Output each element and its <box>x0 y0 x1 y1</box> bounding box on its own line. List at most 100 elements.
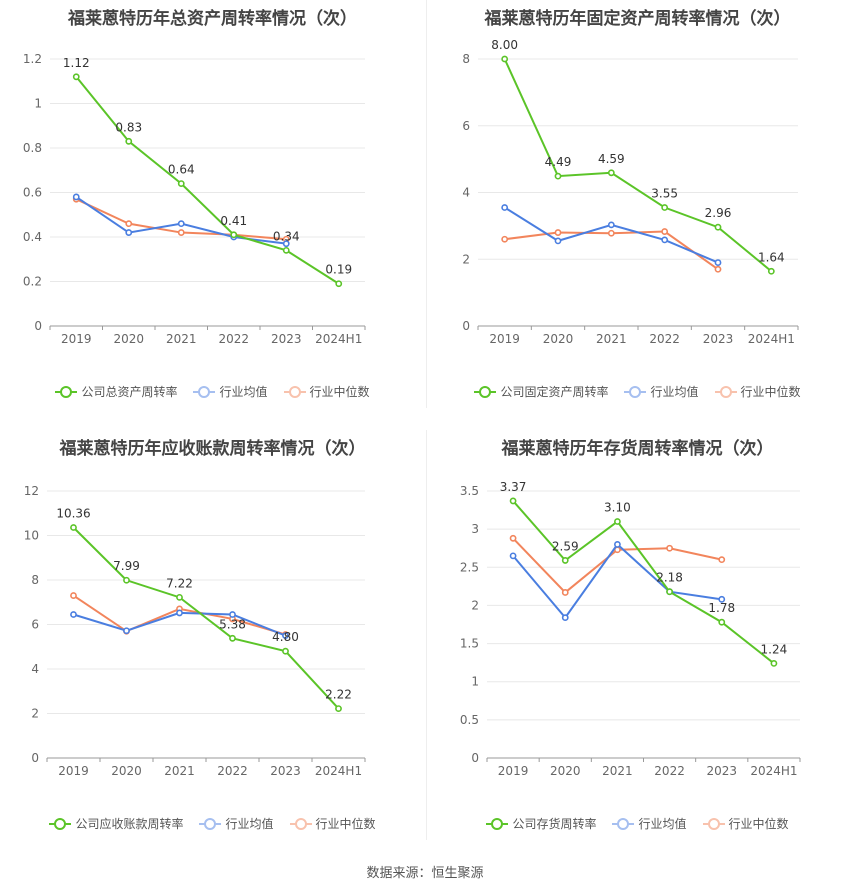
y-tick-label: 1 <box>34 97 42 111</box>
y-tick-label: 4 <box>462 186 470 200</box>
y-tick-label: 1.5 <box>460 637 479 651</box>
data-label: 0.83 <box>115 120 142 134</box>
legend-item-company[interactable]: 公司存货周转率 <box>486 815 596 832</box>
data-point <box>335 705 342 713</box>
data-label: 8.00 <box>491 38 518 52</box>
y-tick-label: 0.5 <box>460 713 479 727</box>
data-point <box>561 614 569 622</box>
data-label: 4.80 <box>272 630 299 644</box>
legend-line-icon <box>193 385 216 398</box>
data-point <box>282 246 290 254</box>
legend-label: 行业中位数 <box>728 817 789 831</box>
data-label: 1.12 <box>63 56 90 70</box>
data-point <box>661 204 669 211</box>
chart-legend: 公司总资产周转率 行业均值 行业中位数 <box>0 383 425 400</box>
legend-line-icon <box>199 817 222 830</box>
y-tick-label: 2 <box>31 707 39 721</box>
data-point <box>177 229 185 236</box>
data-label: 0.19 <box>325 263 352 277</box>
data-point <box>714 259 722 266</box>
legend-item-industry-avg[interactable]: 行业均值 <box>624 383 699 400</box>
legend-item-industry-avg[interactable]: 行业均值 <box>199 815 274 832</box>
x-tick-label: 2019 <box>489 332 520 346</box>
data-point <box>501 204 509 211</box>
series-line <box>503 58 772 273</box>
legend-line-icon <box>714 385 737 398</box>
data-point <box>282 647 289 655</box>
legend-item-industry-median[interactable]: 行业中位数 <box>714 383 801 400</box>
legend-item-industry-median[interactable]: 行业中位数 <box>289 815 376 832</box>
y-tick-label: 0 <box>34 319 42 333</box>
chart-legend: 公司固定资产周转率 行业均值 行业中位数 <box>425 383 850 400</box>
y-tick-label: 2.5 <box>460 560 479 574</box>
data-point <box>335 280 343 288</box>
data-label: 5.38 <box>219 617 246 631</box>
chart-legend: 公司应收账款周转率 行业均值 行业中位数 <box>0 815 425 832</box>
chart-fixed-asset-turnover: 福莱蒽特历年固定资产周转率情况（次） 0 2 4 6 8 2019 2020 2021 2022… <box>425 0 850 410</box>
chart-receivables-turnover: 福莱蒽特历年应收账款周转率情况（次） 0 2 4 6 8 10 12 2019 2020 2021… <box>0 430 425 840</box>
legend-label: 行业中位数 <box>315 817 376 831</box>
legend-label: 公司总资产周转率 <box>81 385 178 399</box>
legend-item-industry-avg[interactable]: 行业均值 <box>193 383 268 400</box>
x-tick-label: 2024H1 <box>315 764 362 778</box>
data-point <box>767 267 775 275</box>
x-tick-label: 2020 <box>111 764 142 778</box>
legend-label: 行业中位数 <box>740 385 801 399</box>
legend-item-industry-median[interactable]: 行业中位数 <box>702 815 789 832</box>
legend-item-company[interactable]: 公司总资产周转率 <box>55 383 177 400</box>
data-point <box>718 556 726 564</box>
data-point <box>561 589 569 596</box>
data-point <box>661 228 669 235</box>
x-tick-label: 2021 <box>596 332 627 346</box>
x-tick-label: 2023 <box>271 332 302 346</box>
series-line <box>512 500 775 665</box>
y-tick-label: 3 <box>471 522 479 536</box>
legend-item-company[interactable]: 公司应收账款周转率 <box>49 815 183 832</box>
y-tick-label: 8 <box>462 52 470 66</box>
data-point <box>718 618 726 626</box>
x-tick-label: 2021 <box>602 764 633 778</box>
data-label: 4.59 <box>598 152 625 166</box>
legend-label: 行业均值 <box>638 817 687 831</box>
data-point <box>554 237 562 245</box>
chart-plot: 0 0.2 0.4 0.6 0.8 1 1.2 2019 2020 2021 2022 2023 202… <box>23 52 366 346</box>
x-tick-label: 2019 <box>61 332 92 346</box>
data-point <box>614 541 621 548</box>
x-tick-label: 2021 <box>164 764 195 778</box>
data-point <box>229 611 236 618</box>
x-tick-label: 2019 <box>498 764 529 778</box>
y-tick-label: 0 <box>462 319 470 333</box>
chart-inventory-turnover: 福莱蒽特历年存货周转率情况（次） 0 0.5 1 1.5 2 2.5 3 3.5 2019 202… <box>425 430 850 840</box>
legend-line-icon <box>283 385 306 398</box>
data-point <box>509 534 517 542</box>
data-point <box>125 137 133 145</box>
data-point <box>509 552 517 560</box>
data-point <box>501 235 509 243</box>
data-point <box>72 193 80 201</box>
data-point <box>230 231 238 239</box>
x-tick-label: 2024H1 <box>315 332 362 346</box>
y-tick-label: 2 <box>462 252 470 266</box>
y-tick-label: 2 <box>471 598 479 612</box>
data-point <box>176 609 183 617</box>
data-label: 2.18 <box>656 571 683 585</box>
data-point <box>554 172 562 180</box>
chart-title: 福莱蒽特历年固定资产周转率情况（次） <box>484 9 791 29</box>
series-line <box>504 230 719 271</box>
legend-label: 行业均值 <box>650 385 699 399</box>
data-point <box>72 73 80 81</box>
legend-item-industry-avg[interactable]: 行业均值 <box>612 815 687 832</box>
y-tick-label: 1 <box>471 675 479 689</box>
data-point <box>666 588 673 596</box>
y-tick-label: 0.6 <box>23 186 42 200</box>
legend-item-industry-median[interactable]: 行业中位数 <box>283 383 370 400</box>
series-line <box>75 76 340 285</box>
data-label: 10.36 <box>56 506 90 520</box>
data-point <box>70 592 77 599</box>
chart-legend: 公司存货周转率 行业均值 行业中位数 <box>425 815 850 832</box>
data-point <box>70 611 77 618</box>
x-tick-label: 2024H1 <box>748 332 795 346</box>
legend-line-icon <box>624 385 647 398</box>
legend-item-company[interactable]: 公司固定资产周转率 <box>474 383 608 400</box>
data-label: 7.22 <box>166 576 193 590</box>
